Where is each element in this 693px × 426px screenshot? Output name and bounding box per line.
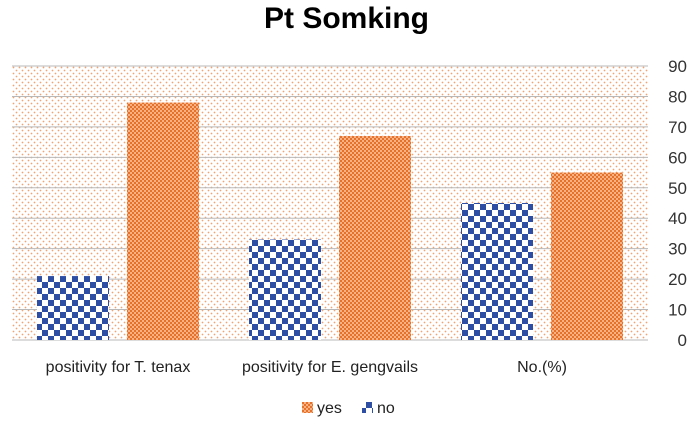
- y-tick-label: 0: [678, 331, 687, 350]
- y-tick-label: 60: [668, 148, 687, 167]
- bar-yes: [339, 136, 411, 340]
- x-tick-label: positivity for E. gengvails: [242, 359, 418, 376]
- y-tick-label: 90: [668, 57, 687, 76]
- plot-area-background: [12, 66, 648, 340]
- bar-no: [461, 203, 533, 340]
- legend-swatch-no: [362, 402, 373, 413]
- y-tick-label: 70: [668, 118, 687, 137]
- legend-label-no: no: [377, 400, 395, 417]
- y-tick-label: 80: [668, 87, 687, 106]
- x-axis: positivity for T. tenax positivity for E.…: [46, 359, 567, 376]
- bar-no: [37, 276, 109, 340]
- legend-swatch-yes: [302, 402, 313, 413]
- bar-no: [249, 239, 321, 340]
- chart-title: Pt Somking: [263, 2, 429, 35]
- y-tick-label: 30: [668, 240, 687, 259]
- bar-yes: [551, 172, 623, 340]
- x-tick-label: positivity for T. tenax: [46, 359, 191, 376]
- legend: yes no: [302, 400, 395, 417]
- y-tick-label: 10: [668, 301, 687, 320]
- legend-label-yes: yes: [317, 400, 342, 417]
- bar-yes: [127, 102, 199, 341]
- x-tick-label: No.(%): [517, 359, 567, 376]
- y-tick-label: 40: [668, 209, 687, 228]
- bars: [37, 102, 623, 341]
- y-tick-label: 20: [668, 270, 687, 289]
- y-axis: 0 10 20 30 40 50 60 70 80 90: [668, 57, 687, 350]
- y-tick-label: 50: [668, 179, 687, 198]
- gridlines: [12, 65, 648, 341]
